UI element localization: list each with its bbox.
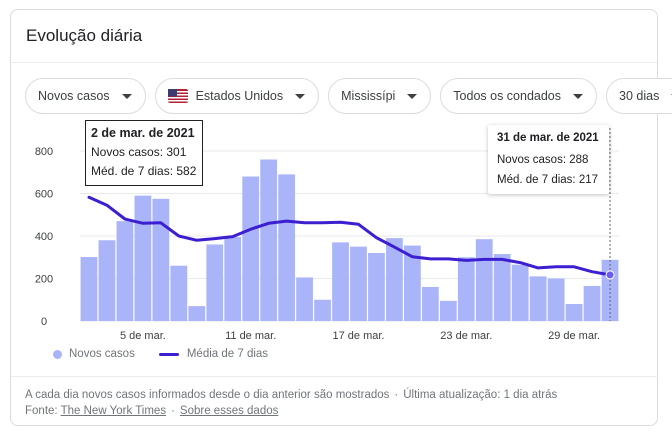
case-bar	[457, 257, 475, 321]
avg-legend-swatch	[158, 352, 179, 356]
footer-divider	[11, 376, 658, 377]
y-tick-label: 600	[35, 189, 53, 201]
latest-tooltip-date: 31 de mar. de 2021	[497, 132, 599, 144]
footer: A cada dia novos casos informados desde …	[25, 387, 557, 419]
metric-filter-chip[interactable]: Novos casos	[25, 78, 146, 114]
y-tick-label: 400	[35, 231, 53, 243]
case-bar	[386, 238, 403, 321]
case-bar	[206, 244, 224, 321]
case-bar	[547, 278, 565, 321]
x-tick-label: 23 de mar.	[440, 330, 492, 342]
card-title: Evolução diária	[26, 26, 143, 45]
case-bar	[583, 285, 601, 321]
case-bar	[350, 246, 367, 321]
footer-line-1: A cada dia novos casos informados desde …	[25, 389, 558, 401]
latest-tooltip: 31 de mar. de 2021 Novos casos: 288 Méd.…	[488, 125, 609, 194]
filter-bar: Novos casos Estados Unidos Mississípi To…	[25, 78, 672, 114]
period-filter-label: 30 dias	[619, 89, 660, 103]
footer-line-2: Fonte: The New York Times · Sobre esses da…	[25, 405, 279, 417]
avg-legend-label: Média de 7 dias	[186, 348, 269, 360]
case-bar	[493, 254, 511, 321]
case-bar	[80, 257, 98, 321]
footer-updated: Última atualização: 1 dia atrás	[403, 389, 558, 401]
case-bar	[188, 306, 206, 321]
case-bar	[170, 265, 188, 321]
x-tick-label: 5 de mar.	[120, 330, 166, 342]
case-bar	[368, 253, 385, 321]
county-filter-chip[interactable]: Todos os condados	[440, 78, 598, 114]
case-bar	[404, 245, 421, 321]
case-bar	[511, 264, 529, 321]
case-bar	[224, 237, 242, 321]
case-bar	[242, 176, 260, 321]
cases-legend-swatch	[53, 349, 62, 359]
x-tick-label: 29 de mar.	[548, 330, 600, 342]
us-flag-icon	[167, 89, 188, 103]
hover-tooltip-cases: Novos casos: 301	[91, 145, 187, 159]
hover-tooltip-date: 2 de mar. de 2021	[91, 126, 195, 140]
avg-line	[87, 195, 612, 277]
case-bar	[565, 304, 583, 321]
metric-filter-label: Novos casos	[38, 89, 110, 103]
avg-line-endpoint	[605, 270, 615, 280]
case-bar	[134, 195, 152, 321]
state-filter-label: Mississípi	[341, 89, 396, 103]
period-filter-chip[interactable]: 30 dias	[606, 78, 672, 114]
y-tick-label: 0	[41, 316, 47, 328]
about-data-link[interactable]: Sobre esses dados	[179, 405, 279, 417]
chevron-down-icon	[407, 93, 418, 99]
chevron-down-icon	[573, 93, 584, 99]
county-filter-label: Todos os condados	[453, 89, 562, 103]
case-bar	[260, 159, 278, 321]
country-filter-label: Estados Unidos	[195, 89, 284, 103]
case-bar	[116, 221, 134, 321]
case-bar	[314, 299, 331, 321]
country-filter-chip[interactable]: Estados Unidos	[154, 78, 320, 114]
x-tick-label: 17 de mar.	[332, 330, 384, 342]
case-bar	[332, 242, 349, 321]
case-bar	[421, 287, 439, 321]
header-divider	[11, 62, 657, 63]
source-link[interactable]: The New York Times	[60, 405, 167, 417]
latest-tooltip-cases: Novos casos: 288	[497, 154, 589, 166]
case-bar	[98, 240, 116, 321]
chevron-down-icon	[121, 93, 132, 99]
latest-tooltip-avg: Méd. de 7 dias: 217	[497, 174, 599, 186]
y-tick-label: 800	[35, 146, 53, 158]
cases-legend-label: Novos casos	[69, 348, 135, 360]
case-bar	[278, 174, 295, 321]
case-bar	[439, 300, 457, 321]
case-bar	[529, 276, 547, 321]
case-bar	[475, 239, 493, 321]
y-tick-label: 200	[35, 274, 53, 286]
chevron-down-icon	[295, 93, 306, 99]
x-tick-label: 11 de mar.	[225, 330, 276, 342]
hover-tooltip: 2 de mar. de 2021 Novos casos: 301 Méd. …	[85, 120, 204, 186]
hover-tooltip-avg: Méd. de 7 dias: 582	[91, 164, 197, 178]
case-bar	[152, 198, 170, 321]
chart-legend: Novos casos Média de 7 dias	[53, 348, 268, 360]
footer-note: A cada dia novos casos informados desde …	[25, 389, 390, 401]
case-bar	[296, 277, 313, 321]
footer-source-label: Fonte:	[25, 405, 58, 417]
state-filter-chip[interactable]: Mississípi	[328, 78, 432, 114]
